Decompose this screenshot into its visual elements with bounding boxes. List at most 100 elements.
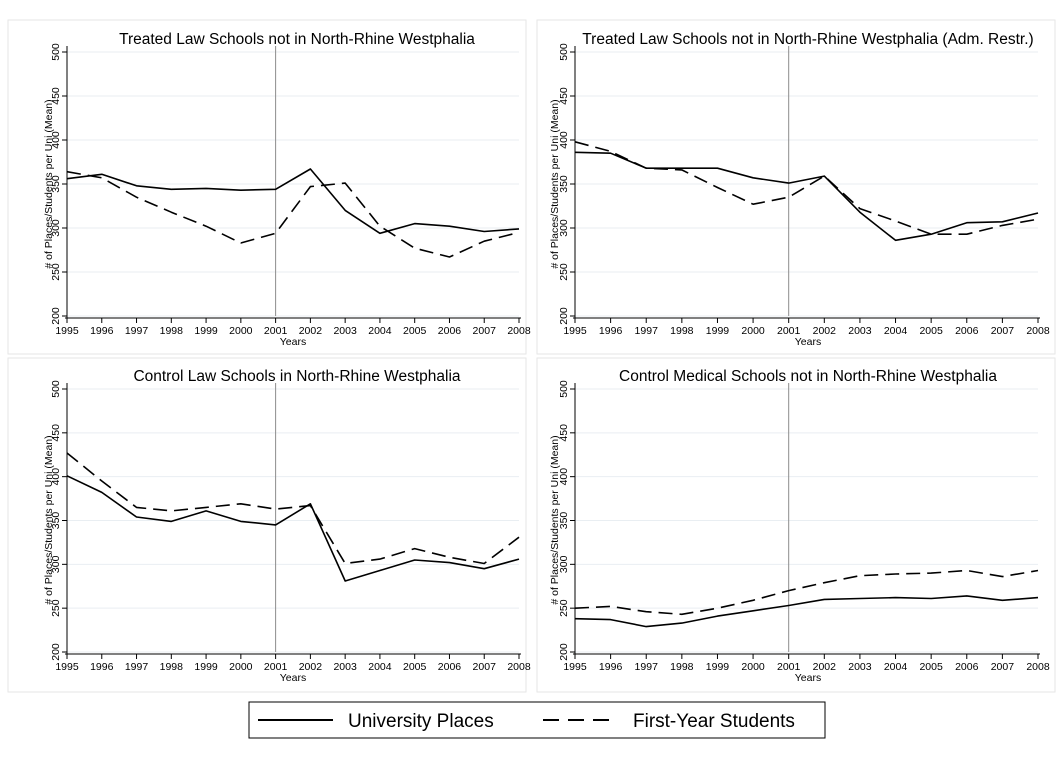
x-tick-label: 2000 [229,661,253,673]
x-tick-label: 1999 [706,661,730,673]
x-tick-label: 1997 [125,661,149,673]
x-tick-label: 2004 [884,661,908,673]
x-tick-label: 2005 [403,325,427,337]
x-tick-label: 2001 [264,661,288,673]
y-tick-label: 500 [558,43,570,61]
series-line-university-places [574,151,1039,242]
y-tick-label: 200 [558,307,570,325]
x-tick-label: 1995 [55,325,79,337]
x-tick-label: 2004 [368,325,392,337]
x-tick-label: 1995 [55,661,79,673]
x-tick-label: 2008 [507,661,531,673]
x-tick-label: 2007 [473,325,497,337]
panel-background [7,19,527,355]
y-tick-label: 350 [50,512,62,530]
y-tick-label: 200 [50,307,62,325]
x-tick-label: 1999 [706,325,730,337]
series-line-university-places [66,168,520,235]
panel-background [536,19,1056,355]
y-tick-label: 350 [558,175,570,193]
y-tick-label: 250 [558,263,570,281]
y-tick-label: 250 [50,599,62,617]
x-tick-label: 2001 [777,325,801,337]
chart-panel-2: 200 250 300 350 400 450 500 1995 1996 1997 1998 199… [549,31,1050,348]
series-line-first-year-students [574,141,1039,235]
y-tick-label: 400 [50,468,62,486]
legend-box [248,701,826,739]
series-line-first-year-students [66,452,520,565]
series-line-first-year-students [574,569,1039,616]
panel-title: Control Medical Schools not in North-Rhi… [619,368,997,385]
x-tick-label: 2001 [777,661,801,673]
x-tick-label: 2006 [438,325,462,337]
x-tick-label: 2004 [884,325,908,337]
x-tick-label: 2008 [507,325,531,337]
x-axis-label: Years [280,336,306,348]
y-tick-label: 300 [558,219,570,237]
x-tick-label: 1995 [563,325,587,337]
y-tick-label: 500 [50,380,62,398]
y-tick-label: 400 [558,131,570,149]
y-tick-label: 400 [50,131,62,149]
x-tick-label: 1998 [670,325,694,337]
y-tick-label: 500 [558,380,570,398]
y-tick-label: 450 [558,424,570,442]
x-tick-label: 2007 [991,325,1015,337]
panel-background [7,357,527,693]
x-tick-label: 1999 [194,661,218,673]
chart-panel-1: 200 250 300 350 400 450 500 1995 1996 1997 1998 199… [43,31,531,348]
y-tick-label: 450 [50,424,62,442]
x-tick-label: 2006 [955,661,979,673]
x-tick-label: 1997 [635,661,659,673]
x-tick-label: 2001 [264,325,288,337]
y-tick-label: 250 [50,263,62,281]
y-tick-label: 250 [558,599,570,617]
x-tick-label: 2000 [741,325,765,337]
x-tick-label: 1996 [599,661,623,673]
x-tick-label: 2006 [438,661,462,673]
y-tick-label: 350 [558,512,570,530]
x-tick-label: 1998 [160,325,184,337]
x-tick-label: 2008 [1026,661,1050,673]
x-tick-label: 1999 [194,325,218,337]
y-tick-label: 200 [558,643,570,661]
x-tick-label: 2005 [919,325,943,337]
x-tick-label: 2003 [333,661,357,673]
x-tick-label: 2002 [299,661,323,673]
x-axis-label: Years [280,672,306,684]
x-axis-label: Years [795,672,821,684]
x-tick-label: 2004 [368,661,392,673]
x-tick-label: 2003 [848,325,872,337]
x-tick-label: 2007 [473,661,497,673]
legend-label-university-places: University Places [348,711,494,732]
chart-panel-3: 200 250 300 350 400 450 500 1995 1996 1997 1998 199… [43,368,531,684]
x-tick-label: 2002 [813,661,837,673]
legend-label-first-year-students: First-Year Students [633,711,795,732]
panel-title: Control Law Schools in North-Rhine Westp… [133,368,460,385]
y-tick-label: 200 [50,643,62,661]
x-tick-label: 2006 [955,325,979,337]
series-line-university-places [574,595,1039,628]
x-tick-label: 1996 [599,325,623,337]
x-tick-label: 1997 [635,325,659,337]
y-tick-label: 300 [50,555,62,573]
y-tick-label: 450 [50,87,62,105]
x-tick-label: 2003 [333,325,357,337]
y-axis-label: # of Places/Students per Uni (Mean) [43,435,55,604]
y-axis-label: # of Places/Students per Uni (Mean) [43,99,55,268]
x-tick-label: 1996 [90,661,114,673]
x-tick-label: 2005 [403,661,427,673]
x-tick-label: 2003 [848,661,872,673]
y-tick-label: 300 [558,555,570,573]
x-tick-label: 2000 [741,661,765,673]
panel-title: Treated Law Schools not in North-Rhine W… [119,31,475,48]
y-axis-label: # of Places/Students per Uni (Mean) [549,99,561,268]
y-tick-label: 300 [50,219,62,237]
x-tick-label: 2008 [1026,325,1050,337]
x-axis-label: Years [795,336,821,348]
panel-background [536,357,1056,693]
x-tick-label: 2000 [229,325,253,337]
y-tick-label: 400 [558,468,570,486]
series-line-university-places [66,475,520,582]
x-tick-label: 2002 [299,325,323,337]
